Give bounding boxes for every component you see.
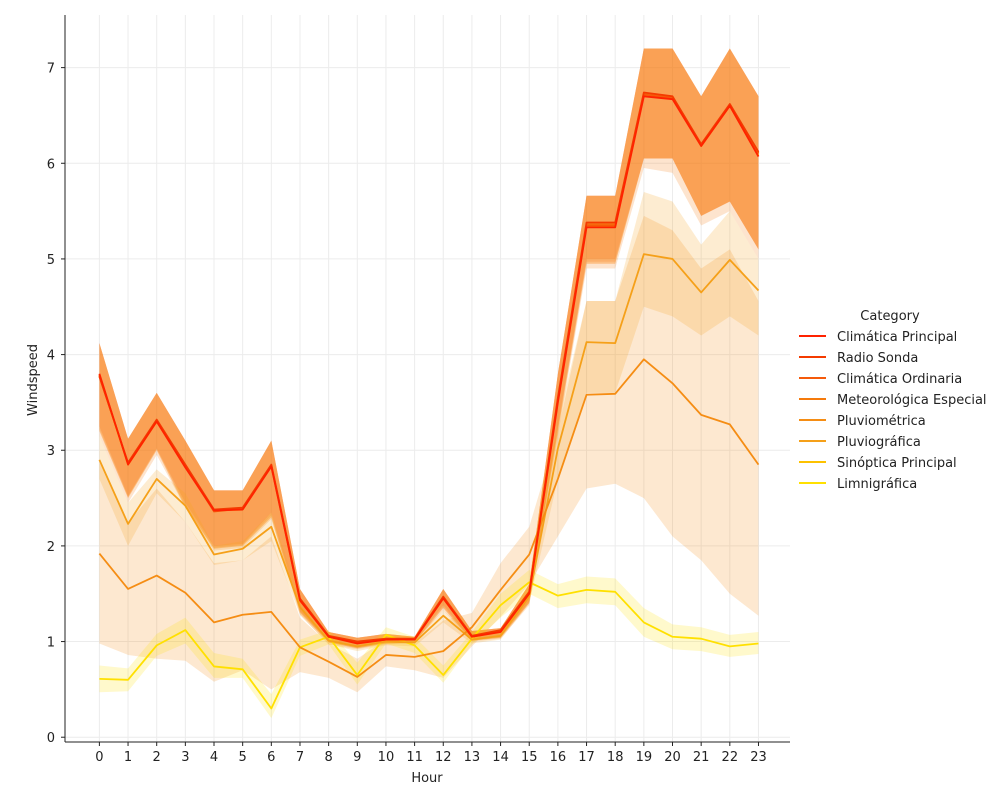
x-tick-label: 1 <box>124 750 132 765</box>
series-line <box>98 253 760 648</box>
x-tick-label: 6 <box>267 750 275 765</box>
confidence-band <box>99 48 759 648</box>
y-tick-label: 2 <box>47 540 55 555</box>
y-tick-label: 4 <box>47 349 55 364</box>
x-tick-label: 3 <box>181 750 189 765</box>
x-tick-label: 0 <box>95 750 103 765</box>
y-tick-label: 0 <box>47 731 55 746</box>
y-axis-title: Windspeed <box>26 344 41 416</box>
x-tick-label: 13 <box>464 750 481 765</box>
confidence-band <box>99 191 759 652</box>
x-tick-label: 22 <box>722 750 739 765</box>
x-tick-label: 16 <box>550 750 567 765</box>
x-tick-label: 2 <box>153 750 161 765</box>
y-tick-label: 5 <box>47 253 55 268</box>
x-tick-label: 11 <box>406 750 423 765</box>
series-lines <box>98 91 760 710</box>
legend-label: Radio Sonda <box>837 351 918 366</box>
confidence-band <box>99 48 759 649</box>
x-tick-label: 15 <box>521 750 538 765</box>
legend-title: Category <box>860 309 920 324</box>
x-tick-label: 20 <box>664 750 681 765</box>
x-tick-label: 9 <box>353 750 361 765</box>
legend-label: Limnigráfica <box>837 477 917 492</box>
x-tick-label: 10 <box>378 750 395 765</box>
confidence-band <box>99 48 759 649</box>
confidence-band <box>99 48 759 649</box>
y-tick-labels: 0 1 2 3 4 5 6 7 <box>47 62 65 746</box>
x-tick-label: 19 <box>636 750 653 765</box>
x-tick-label: 4 <box>210 750 218 765</box>
legend-label: Pluviométrica <box>837 414 926 429</box>
confidence-bands <box>99 48 759 719</box>
legend-label: Pluviográfica <box>837 435 921 450</box>
x-tick-label: 18 <box>607 750 624 765</box>
x-tick-label: 14 <box>492 750 509 765</box>
x-tick-label: 21 <box>693 750 710 765</box>
confidence-band <box>99 48 759 650</box>
x-tick-label: 17 <box>578 750 595 765</box>
series-line <box>98 358 760 678</box>
y-tick-label: 7 <box>47 62 55 77</box>
legend-label: Climática Principal <box>837 330 957 345</box>
x-tick-label: 7 <box>296 750 304 765</box>
grid <box>65 15 790 742</box>
y-tick-label: 6 <box>47 157 55 172</box>
y-tick-label: 3 <box>47 444 55 459</box>
y-tick-label: 1 <box>47 636 55 651</box>
x-tick-label: 23 <box>750 750 767 765</box>
series-line <box>99 581 759 710</box>
legend-label: Climática Ordinaria <box>837 372 962 387</box>
series-line <box>98 95 760 645</box>
confidence-band <box>99 215 759 693</box>
x-tick-label: 12 <box>435 750 452 765</box>
x-tick-label: 8 <box>324 750 332 765</box>
legend-label: Sinóptica Principal <box>837 456 957 471</box>
x-axis-title: Hour <box>411 771 443 786</box>
x-tick-label: 5 <box>239 750 247 765</box>
x-tick-labels: 0 1 2 3 4 5 6 7 8 9 10 11 12 13 14 15 16 17 18 19 20 21 22 23 <box>95 742 767 765</box>
legend-label: Meteorológica Especial <box>837 393 987 408</box>
legend: Category Climática Principal Radio Sonda C… <box>799 309 987 492</box>
